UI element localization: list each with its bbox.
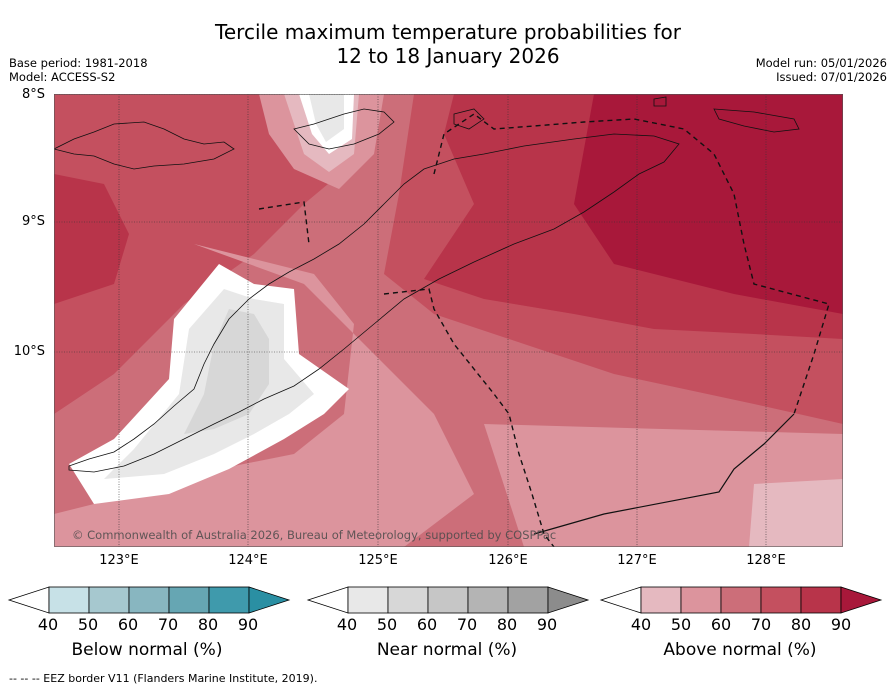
cb-above-tick-80: 80	[790, 615, 812, 634]
cb-above-label: Above normal (%)	[663, 640, 817, 660]
colorbar-near	[306, 586, 590, 614]
cb-below-tick-90: 90	[237, 615, 259, 634]
title-line-1: Tercile maximum temperature probabilitie…	[215, 20, 681, 44]
coastlines	[52, 96, 800, 473]
alor-coastline	[293, 108, 395, 150]
fill-above-90-east	[574, 94, 843, 314]
fill-above-40-southeast	[749, 479, 843, 547]
colorbar-2-right-extend	[840, 586, 883, 614]
colorbar-above	[599, 586, 883, 614]
colorbar-0-segment-1	[88, 586, 130, 614]
cb-below-tick-60: 60	[117, 615, 139, 634]
eez-border-solid	[533, 413, 795, 535]
colorbar-0-segment-3	[168, 586, 210, 614]
lon-label-127e: 127°E	[617, 553, 657, 568]
fill-near-50	[184, 309, 269, 434]
probability-map: © Commonwealth of Australia 2026, Bureau…	[52, 93, 843, 548]
fill-above-50-south	[54, 244, 474, 547]
cb-above-tick-70: 70	[750, 615, 772, 634]
cb-near-tick-60: 60	[416, 615, 438, 634]
chart-title: Tercile maximum temperature probabilitie…	[0, 20, 896, 68]
lon-label-125e: 125°E	[358, 553, 398, 568]
cb-above-tick-40: 40	[630, 615, 652, 634]
colorbar-1-left-extend	[306, 586, 349, 614]
colorbar-1-segment-4	[507, 586, 549, 614]
colorbar-2-left-extend	[599, 586, 642, 614]
fill-near-north	[309, 94, 344, 142]
fill-above-80-west	[54, 174, 129, 304]
colorbars-svg	[7, 586, 883, 614]
cb-above-tick-90: 90	[830, 615, 852, 634]
lon-label-128e: 128°E	[746, 553, 786, 568]
cb-below-tick-40: 40	[37, 615, 59, 634]
graticule	[54, 93, 843, 547]
colorbar-2-segment-0	[640, 586, 682, 614]
model-run: Model run: 05/01/2026	[755, 56, 887, 70]
title-line-2: 12 to 18 January 2026	[336, 44, 560, 68]
cb-above-tick-50: 50	[670, 615, 692, 634]
colorbar-1-segment-1	[387, 586, 429, 614]
cb-near-tick-90: 90	[536, 615, 558, 634]
island-ne-coastline	[713, 108, 800, 133]
colorbar-0-left-extend	[7, 586, 50, 614]
colorbar-0-segment-4	[208, 586, 250, 614]
base-period: Base period: 1981-2018	[9, 56, 148, 70]
colorbar-2-segment-4	[800, 586, 842, 614]
lat-label-8s: 8°S	[21, 87, 45, 102]
meta-right: Model run: 05/01/2026 Issued: 07/01/2026	[756, 56, 887, 84]
colorbar-2-segment-1	[680, 586, 722, 614]
cb-near-tick-70: 70	[456, 615, 478, 634]
cb-above-tick-60: 60	[710, 615, 732, 634]
colorbar-0-segment-0	[48, 586, 90, 614]
colorbar-1-right-extend	[547, 586, 590, 614]
cb-below-label: Below normal (%)	[71, 640, 223, 660]
colorbar-0-segment-2	[128, 586, 170, 614]
colorbar-1-segment-0	[347, 586, 389, 614]
footer-note: -- -- -- EEZ border V11 (Flanders Marine…	[9, 672, 318, 685]
colorbar-below	[7, 586, 291, 614]
cb-near-tick-40: 40	[336, 615, 358, 634]
cb-below-tick-50: 50	[77, 615, 99, 634]
fill-above-70-nw	[54, 94, 364, 414]
colorbar-1-segment-3	[467, 586, 509, 614]
issued-date: Issued: 07/01/2026	[776, 70, 887, 84]
model-name: Model: ACCESS-S2	[9, 70, 116, 84]
colorbar-0-right-extend	[248, 586, 291, 614]
colorbar-2-segment-2	[720, 586, 762, 614]
copyright-text: © Commonwealth of Australia 2026, Bureau…	[72, 528, 556, 542]
lat-label-9s: 9°S	[21, 214, 45, 229]
wetar-coastline	[453, 108, 485, 130]
colorbar-1-segment-2	[427, 586, 469, 614]
flores-coastline	[52, 121, 235, 170]
lon-label-126e: 126°E	[488, 553, 528, 568]
cb-near-tick-80: 80	[496, 615, 518, 634]
map-frame	[54, 94, 843, 547]
lon-label-124e: 124°E	[228, 553, 268, 568]
map-svg: © Commonwealth of Australia 2026, Bureau…	[52, 93, 843, 548]
cb-near-tick-50: 50	[376, 615, 398, 634]
cb-near-label: Near normal (%)	[376, 640, 518, 660]
timor-coastline	[68, 133, 680, 473]
meta-left: Base period: 1981-2018 Model: ACCESS-S2	[9, 56, 148, 84]
lon-label-123e: 123°E	[99, 553, 139, 568]
colorbar-2-segment-3	[760, 586, 802, 614]
eez-border	[258, 113, 830, 548]
cb-below-tick-80: 80	[197, 615, 219, 634]
islet-coastline	[653, 96, 667, 107]
cb-below-tick-70: 70	[157, 615, 179, 634]
lat-label-10s: 10°S	[13, 344, 45, 359]
